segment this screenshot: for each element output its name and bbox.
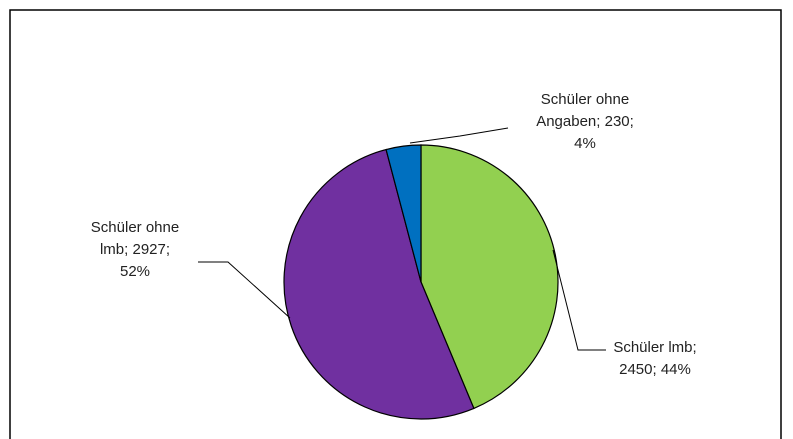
data-label-line: 52% [120,263,150,280]
pie-slice-sch-ler-lmb [420,144,559,410]
pie-slices [283,144,559,420]
data-label-line: 4% [574,135,596,152]
data-label-line: 2450; 44% [619,361,691,378]
leader-lines [198,127,606,351]
leader-line [409,127,509,144]
data-labels: Schüler lmb; 2450; 44% Schüler ohne lmb; 29… [91,91,697,378]
data-label-line: lmb; 2927; [100,241,170,258]
pie-slice-sch-ler-ohne-lmb [283,148,475,420]
data-label: Schüler ohne Angaben; 230; 4% [536,91,634,152]
data-label-line: Schüler ohne [91,219,179,236]
pie-slice-sch-ler-ohne-angaben [385,144,422,283]
leader-line [198,261,291,319]
data-label-line: Schüler ohne [541,91,629,108]
leader-line [552,249,606,351]
data-label-line: Angaben; 230; [536,113,634,130]
data-label-line: Schüler lmb; [613,339,696,356]
data-label: Schüler lmb; 2450; 44% [613,339,696,378]
data-label: Schüler ohne lmb; 2927; 52% [91,219,179,280]
